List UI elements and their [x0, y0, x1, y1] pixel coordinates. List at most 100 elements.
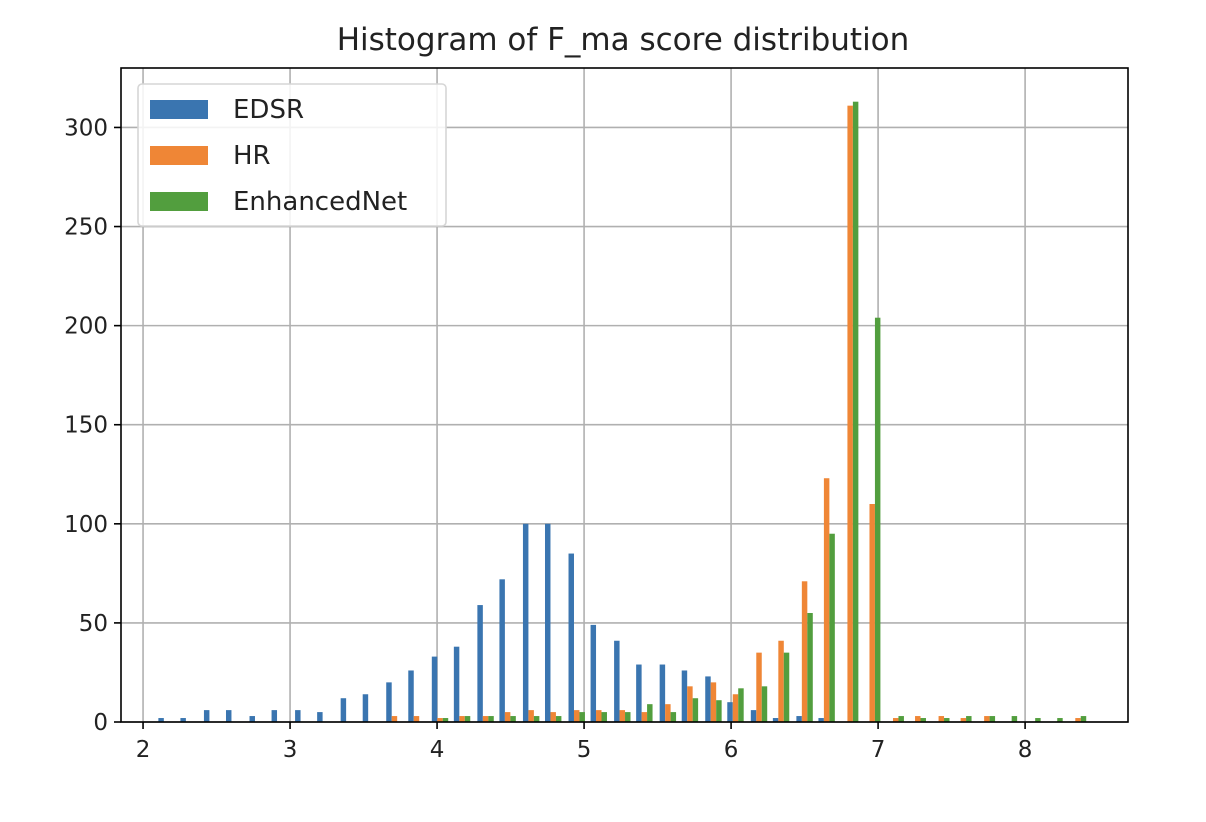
bar-enhancednet-32: [898, 716, 904, 722]
bar-hr-35: [960, 718, 967, 722]
bar-edsr-9: [362, 694, 369, 722]
bar-edsr-11: [408, 670, 414, 722]
bar-enhancednet-15: [510, 716, 516, 722]
bar-hr-26: [756, 652, 762, 722]
bar-hr-17: [550, 712, 556, 722]
bar-hr-36: [984, 716, 990, 722]
bar-hr-11: [413, 716, 420, 722]
legend-box: [137, 83, 447, 227]
bar-enhancednet-25: [738, 688, 744, 722]
bar-hr-40: [1075, 718, 1081, 722]
bar-hr-16: [528, 710, 534, 722]
bar-hr-20: [619, 710, 626, 722]
y-tick-label-3: 150: [64, 413, 108, 439]
bar-hr-21: [641, 712, 648, 722]
bar-edsr-18: [568, 553, 574, 722]
bar-enhancednet-28: [807, 613, 813, 722]
bar-edsr-23: [681, 670, 688, 722]
x-tick-label-4: 6: [724, 737, 739, 763]
chart-title: Histogram of F_ma score distribution: [337, 22, 910, 58]
legend-label-enhancednet: EnhancedNet: [233, 187, 407, 217]
bar-edsr-24: [705, 676, 711, 722]
y-tick-label-4: 200: [64, 314, 108, 340]
bar-edsr-16: [522, 523, 529, 722]
bar-enhancednet-12: [442, 718, 449, 722]
bar-hr-25: [732, 694, 739, 722]
bar-enhancednet-23: [692, 698, 699, 722]
bar-enhancednet-18: [579, 712, 585, 722]
bar-hr-13: [459, 716, 465, 722]
bar-enhancednet-13: [464, 716, 471, 722]
bar-hr-14: [482, 716, 489, 722]
bar-enhancednet-19: [601, 712, 607, 722]
legend-label-hr: HR: [233, 141, 271, 171]
bar-edsr-4: [249, 716, 255, 722]
bar-enhancednet-37: [1011, 716, 1018, 722]
bar-edsr-10: [386, 682, 392, 722]
bar-enhancednet-20: [625, 712, 631, 722]
bar-hr-29: [823, 478, 830, 722]
bar-edsr-6: [295, 710, 301, 722]
bar-hr-10: [391, 716, 398, 722]
bar-enhancednet-40: [1080, 716, 1087, 722]
x-tick-label-2: 4: [430, 737, 445, 763]
bar-edsr-17: [544, 523, 551, 722]
bar-edsr-5: [271, 710, 278, 722]
bar-hr-30: [847, 105, 853, 723]
y-tick-label-6: 300: [64, 115, 108, 141]
x-tick-label-3: 5: [577, 737, 592, 763]
x-tick-label-1: 3: [283, 737, 298, 763]
bar-enhancednet-26: [761, 686, 768, 722]
y-tick-label-2: 100: [64, 512, 108, 538]
bar-hr-22: [665, 704, 671, 722]
bar-enhancednet-39: [1057, 718, 1063, 722]
bar-enhancednet-17: [555, 716, 562, 722]
plot-frame: [120, 67, 1129, 723]
bar-hr-34: [938, 716, 945, 722]
bars-layer: [158, 101, 1087, 723]
bar-enhancednet-27: [783, 652, 790, 722]
bar-enhancednet-14: [488, 716, 494, 722]
bar-enhancednet-33: [920, 718, 926, 722]
bar-edsr-7: [317, 712, 323, 722]
bar-edsr-21: [636, 664, 642, 722]
bar-edsr-15: [499, 579, 505, 722]
bar-hr-12: [437, 718, 443, 722]
bar-edsr-14: [477, 605, 483, 722]
bar-enhancednet-36: [989, 716, 996, 722]
bar-enhancednet-31: [874, 317, 881, 722]
bar-enhancednet-24: [716, 700, 722, 722]
bar-hr-18: [573, 710, 580, 722]
bar-enhancednet-29: [829, 533, 835, 722]
bar-edsr-26: [750, 710, 757, 722]
bar-hr-31: [869, 504, 875, 722]
bar-hr-23: [687, 686, 693, 722]
bar-enhancednet-38: [1035, 718, 1041, 722]
x-tick-label-6: 8: [1018, 737, 1033, 763]
legend: EDSR HR EnhancedNet: [137, 83, 447, 227]
bar-enhancednet-22: [670, 712, 677, 722]
legend-swatch-edsr: [150, 100, 208, 119]
bar-edsr-2: [203, 710, 210, 722]
bar-edsr-27: [772, 718, 779, 722]
bar-enhancednet-21: [647, 704, 653, 722]
bar-edsr-19: [590, 624, 597, 722]
bar-edsr-13: [453, 646, 460, 722]
bar-edsr-22: [659, 664, 666, 722]
bar-enhancednet-16: [533, 716, 540, 722]
bar-enhancednet-35: [966, 716, 972, 722]
bar-hr-32: [892, 718, 899, 722]
bar-edsr-3: [225, 710, 232, 722]
legend-swatch-enhancednet: [150, 192, 208, 211]
bar-edsr-12: [431, 656, 438, 722]
bar-enhancednet-34: [944, 718, 950, 722]
legend-swatch-hr: [150, 146, 208, 165]
bar-edsr-0: [158, 718, 164, 722]
x-tick-label-5: 7: [871, 737, 886, 763]
bar-hr-33: [915, 716, 921, 722]
bar-hr-15: [504, 712, 511, 722]
bar-hr-27: [778, 640, 784, 722]
bar-edsr-25: [727, 702, 733, 722]
